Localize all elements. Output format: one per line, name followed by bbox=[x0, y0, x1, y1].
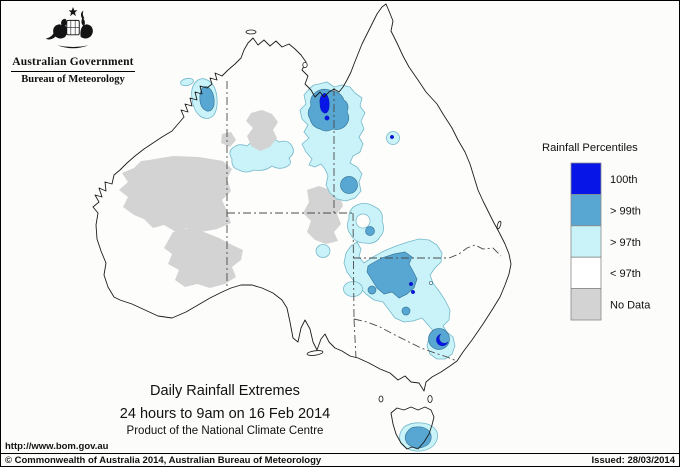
legend-label-100th: 100th bbox=[610, 174, 638, 186]
legend-label-nodata: No Data bbox=[610, 300, 651, 312]
tasmania-coastline bbox=[390, 406, 435, 450]
rainfall-legend: Rainfall Percentiles 100th > 99th > 97th… bbox=[542, 142, 651, 321]
core-nsw-band-dot bbox=[401, 306, 411, 316]
legend-swatch-nodata bbox=[570, 288, 602, 321]
core-ring-dot bbox=[365, 226, 375, 236]
no-data-nt bbox=[246, 110, 278, 151]
state-borders bbox=[226, 81, 502, 362]
no-data-layer bbox=[119, 132, 343, 288]
legend-swatch-gt99th bbox=[570, 194, 602, 227]
kangaroo-silhouette bbox=[53, 18, 68, 39]
rainfall-100th-layer bbox=[319, 93, 449, 347]
core-nsw bbox=[366, 251, 418, 299]
rainfall-97th-layer bbox=[180, 77, 456, 452]
core-tasmania bbox=[404, 426, 432, 449]
no-data-central-wa-upper bbox=[119, 156, 232, 232]
blob-kimberley-west bbox=[180, 77, 194, 87]
map-title: Daily Rainfall Extremes bbox=[150, 383, 300, 399]
legend-swatch-100th bbox=[570, 162, 602, 195]
blob-sa-corner-dot bbox=[315, 244, 331, 258]
crest-shield bbox=[66, 19, 80, 36]
island-king bbox=[378, 395, 384, 403]
border-qld-sa-nsw bbox=[352, 212, 355, 320]
coat-of-arms-icon bbox=[45, 6, 93, 49]
emu-neck bbox=[80, 10, 85, 19]
island-fraser bbox=[496, 220, 502, 230]
legend-swatch-gt97th bbox=[570, 225, 602, 258]
kangaroo-tail bbox=[45, 32, 57, 40]
crest-star bbox=[68, 6, 78, 17]
blob-nsw-left-arm bbox=[343, 281, 363, 297]
town-marker-dot bbox=[428, 280, 433, 285]
island-melville bbox=[245, 29, 257, 35]
island-groote bbox=[302, 62, 308, 69]
core-nsw-arm-dot bbox=[367, 285, 377, 295]
extreme-ne-qld-dot bbox=[390, 134, 395, 139]
extreme-nsw-dot-2 bbox=[411, 290, 416, 295]
australia-rainfall-map bbox=[92, 3, 512, 452]
government-label: Australian Government bbox=[12, 56, 134, 68]
border-qld-nsw bbox=[353, 244, 502, 259]
extreme-nsw-dot-1 bbox=[409, 282, 414, 287]
border-sa-vic bbox=[353, 318, 357, 359]
australia-coastline bbox=[92, 3, 512, 392]
ring-hole bbox=[355, 213, 371, 229]
legend-label-gt97th: > 97th bbox=[610, 237, 641, 249]
legend-label-gt99th: > 99th bbox=[610, 205, 641, 217]
header-divider bbox=[11, 71, 135, 72]
footer-bar: © Commonwealth of Australia 2014, Austra… bbox=[1, 453, 679, 466]
header-logo: Australian Government Bureau of Meteorol… bbox=[9, 6, 137, 85]
legend-title: Rainfall Percentiles bbox=[542, 142, 638, 154]
extreme-vic-crescent bbox=[436, 333, 449, 347]
no-data-wa-nt-border bbox=[221, 132, 236, 147]
legend-label-lt97th: < 97th bbox=[610, 268, 641, 280]
copyright-text: © Commonwealth of Australia 2014, Austra… bbox=[5, 455, 322, 466]
extreme-gulf-dot bbox=[324, 115, 330, 121]
no-data-corner-qld bbox=[303, 186, 343, 244]
map-titles: Daily Rainfall Extremes 24 hours to 9am … bbox=[55, 384, 395, 438]
island-flinders bbox=[427, 395, 433, 403]
border-nsw-vic bbox=[353, 318, 458, 362]
core-kimberley bbox=[199, 86, 215, 112]
emu-silhouette bbox=[80, 18, 93, 39]
island-kangaroo bbox=[306, 350, 324, 356]
small-islands bbox=[245, 29, 502, 403]
map-subtitle-product: Product of the National Climate Centre bbox=[126, 425, 324, 437]
legend-swatches bbox=[570, 162, 602, 321]
issued-date: Issued: 28/03/2014 bbox=[591, 455, 675, 466]
blob-nt-central bbox=[229, 138, 294, 173]
legend-swatch-lt97th bbox=[570, 256, 602, 289]
bureau-label: Bureau of Meteorology bbox=[21, 74, 125, 85]
map-subtitle-period: 24 hours to 9am on 16 Feb 2014 bbox=[119, 405, 331, 422]
legend-labels: 100th > 99th > 97th < 97th No Data bbox=[610, 174, 651, 312]
crest-scroll bbox=[57, 45, 89, 49]
no-data-central-wa-lower bbox=[164, 228, 243, 288]
bom-url: http://www.bom.gov.au bbox=[5, 441, 109, 452]
core-gulf-tail bbox=[340, 176, 358, 194]
